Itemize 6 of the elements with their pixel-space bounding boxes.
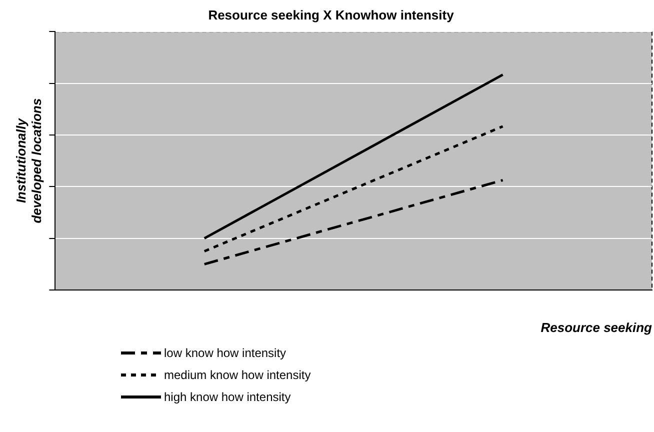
legend-label: low know how intensity [164, 346, 286, 360]
legend-label: medium know how intensity [164, 368, 311, 382]
y-axis-title: Institutionally developed locations [13, 98, 44, 224]
chart-title: Resource seeking X Knowhow intensity [208, 7, 455, 22]
legend-label: high know how intensity [164, 390, 291, 404]
x-axis-title: Resource seeking [540, 320, 652, 335]
